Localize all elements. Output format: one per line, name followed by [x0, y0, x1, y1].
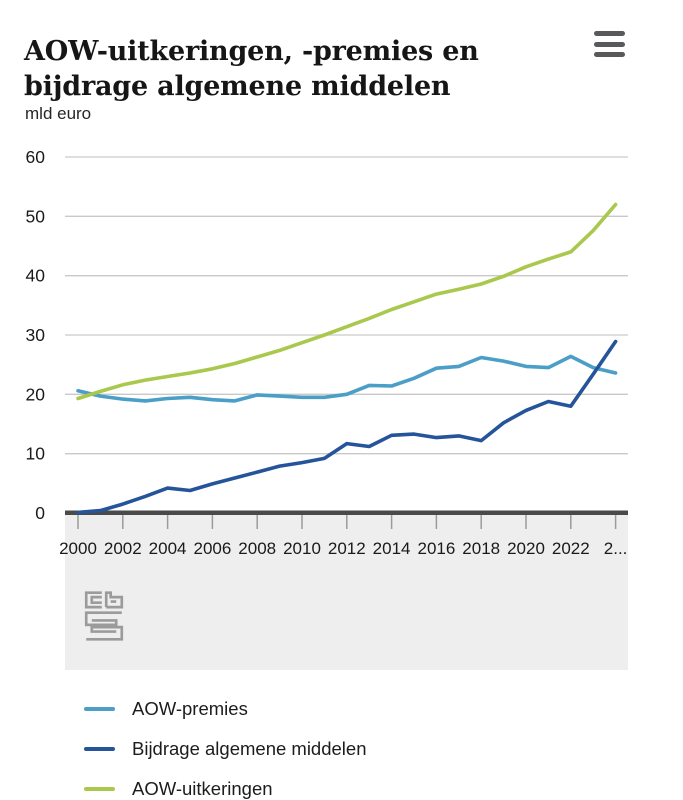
svg-text:30: 30 — [26, 325, 46, 345]
svg-text:40: 40 — [26, 266, 46, 286]
hamburger-menu-button[interactable] — [594, 31, 626, 57]
svg-text:2008: 2008 — [238, 539, 276, 558]
legend-item-aow-uitkeringen[interactable]: AOW-uitkeringen — [84, 777, 366, 800]
svg-text:2016: 2016 — [417, 539, 455, 558]
svg-text:2004: 2004 — [149, 539, 187, 558]
svg-text:2010: 2010 — [283, 539, 321, 558]
legend-item-bijdrage-algemene-middelen[interactable]: Bijdrage algemene middelen — [84, 737, 366, 761]
cbs-logo — [84, 591, 124, 641]
svg-text:0: 0 — [35, 503, 45, 523]
page-title: AOW-uitkeringen, -premies en bijdrage al… — [24, 34, 584, 104]
title-line-2: bijdrage algemene middelen — [24, 71, 451, 103]
hamburger-icon — [594, 31, 625, 36]
svg-text:2014: 2014 — [373, 539, 411, 558]
y-axis-unit-label: mld euro — [25, 104, 92, 123]
legend-item-aow-premies[interactable]: AOW-premies — [84, 697, 366, 721]
svg-text:2...: 2... — [604, 539, 628, 558]
svg-text:60: 60 — [26, 147, 46, 167]
line-chart[interactable]: 2000 2002 2004 2006 2008 2010 2012 2014 2016 2018… — [0, 140, 683, 670]
svg-text:2022: 2022 — [552, 539, 590, 558]
svg-text:2000: 2000 — [59, 539, 97, 558]
legend-label: AOW-premies — [132, 698, 248, 719]
legend: AOW-premies Bijdrage algemene middelen A… — [84, 697, 366, 800]
legend-line-swatch — [84, 707, 115, 711]
legend-line-swatch — [84, 747, 115, 751]
legend-line-swatch — [84, 787, 115, 791]
svg-text:50: 50 — [26, 206, 46, 226]
svg-text:2018: 2018 — [462, 539, 500, 558]
svg-text:2006: 2006 — [193, 539, 231, 558]
legend-label: AOW-uitkeringen — [132, 778, 273, 799]
svg-text:2002: 2002 — [104, 539, 142, 558]
svg-text:2020: 2020 — [507, 539, 545, 558]
legend-label: Bijdrage algemene middelen — [132, 738, 367, 759]
svg-text:10: 10 — [26, 444, 46, 464]
title-line-1: AOW-uitkeringen, -premies en — [24, 36, 479, 68]
svg-text:2012: 2012 — [328, 539, 366, 558]
chart-area[interactable]: 2000 2002 2004 2006 2008 2010 2012 2014 2016 2018… — [0, 140, 683, 670]
svg-text:20: 20 — [26, 384, 46, 404]
